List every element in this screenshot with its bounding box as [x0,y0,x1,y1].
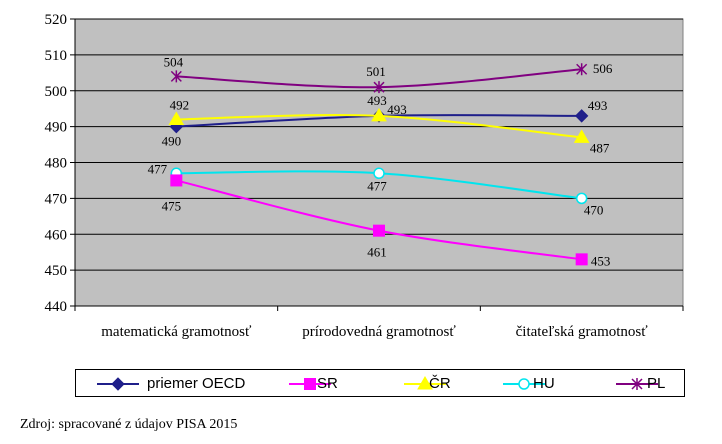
circle-marker [373,167,385,180]
x-axis: matematická gramotnosť prírodovedná gramo… [74,305,684,340]
series-4 [170,63,588,94]
legend-label-pl: PL [647,375,666,392]
y-tick-label: 510 [45,48,68,64]
y-tick-label: 490 [45,120,68,136]
triangle-marker [168,111,185,125]
source-note: Zdroj: spracované z údajov PISA 2015 [20,417,238,432]
square-marker [373,224,385,237]
data-label: 492 [170,97,190,112]
y-tick-label: 440 [45,299,68,315]
y-tick-label: 480 [45,156,68,172]
legend-label-hu: HU [533,375,555,392]
series-2 [168,107,590,143]
star-marker [170,70,182,83]
data-label: 453 [591,253,611,268]
data-label: 477 [148,161,168,176]
y-axis: 440 450 460 470 480 490 500 510 520 [45,12,76,315]
data-label: 506 [593,61,613,76]
x-category-label: čitateľská gramotnosť [516,324,649,340]
legend-diamond-marker [111,377,125,391]
circle-marker [575,192,588,205]
data-label: 470 [584,202,604,217]
legend-markers [97,376,658,391]
legend-triangle-marker [417,376,433,390]
legend-circle-marker [518,378,530,390]
data-label: 504 [164,54,184,69]
x-category-label: matematická gramotnosť [101,324,252,340]
triangle-marker [371,107,387,122]
y-tick-label: 470 [45,191,68,207]
series-1 [170,174,588,266]
triangle-marker [573,129,590,143]
star-marker [373,81,385,94]
data-label: 477 [367,178,387,193]
data-label: 475 [162,198,182,213]
y-tick-label: 450 [45,263,68,279]
data-label: 493 [588,98,608,113]
y-tick-label: 500 [45,84,68,100]
legend-label-oecd: priemer OECD [147,375,246,392]
data-label: 461 [367,245,387,260]
y-tick-label: 520 [45,12,68,28]
square-marker [575,253,588,266]
square-marker [170,174,183,187]
x-category-label: prírodovedná gramotnosť [302,324,456,340]
data-label: 487 [590,140,610,155]
legend: priemer OECD SR ČR HU PL [75,369,685,397]
legend-star-marker [631,378,643,390]
legend-label-cr: ČR [429,375,451,392]
data-label: 493 [367,93,387,108]
star-marker [576,63,588,76]
legend-square-marker [304,378,316,390]
series-group [168,63,590,266]
legend-label-sr: SR [317,375,338,392]
y-tick-label: 460 [45,227,68,243]
data-label: 493 [387,102,407,117]
diamond-marker [574,109,589,123]
data-label: 501 [366,64,386,79]
data-label: 490 [162,134,182,149]
